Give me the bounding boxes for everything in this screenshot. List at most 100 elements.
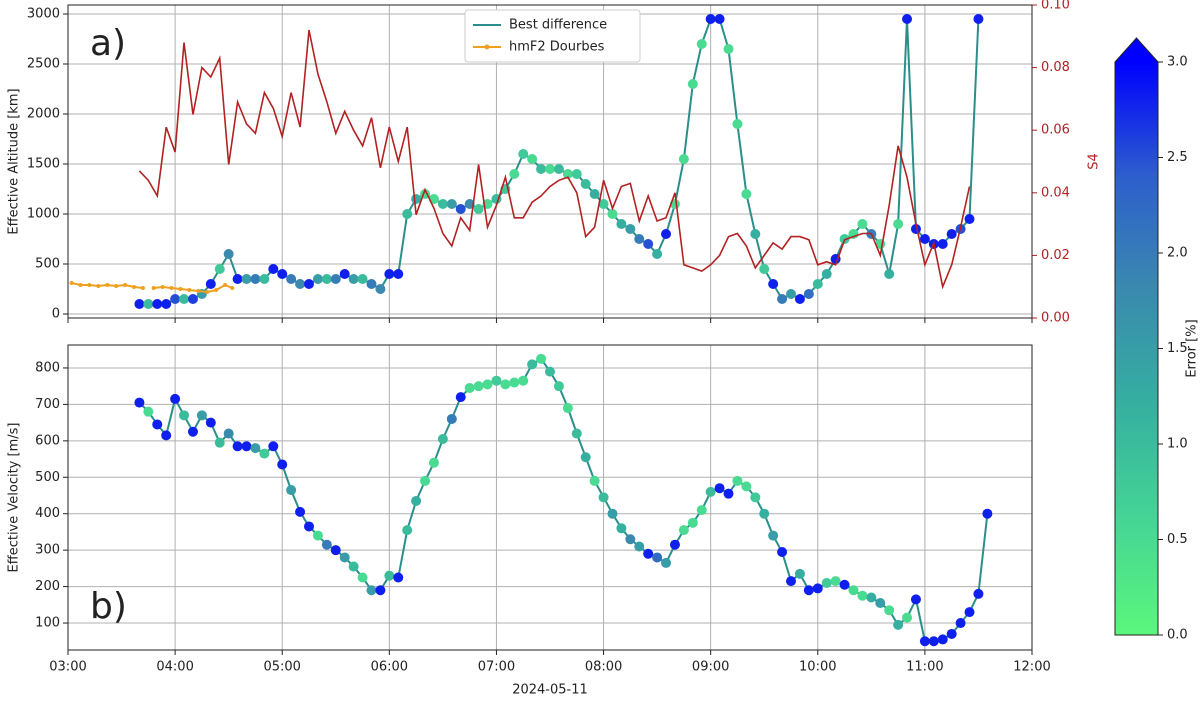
marker (169, 286, 174, 290)
marker (187, 288, 192, 292)
error-point (295, 506, 306, 517)
error-point (687, 79, 698, 89)
error-point (705, 486, 716, 497)
y2-tick-label: 0.00 (1041, 311, 1070, 326)
y-tick-label: 200 (35, 579, 60, 594)
error-point (982, 508, 993, 519)
error-point (884, 605, 895, 616)
error-point (919, 636, 930, 647)
error-point (170, 393, 181, 404)
error-point (750, 229, 761, 239)
x-tick-label: 07:00 (478, 660, 515, 675)
error-point (545, 366, 555, 377)
marker (223, 283, 228, 287)
error-point (464, 382, 475, 393)
error-point (812, 279, 823, 289)
error-point (741, 189, 752, 199)
error-point (509, 377, 520, 388)
error-point (348, 561, 359, 572)
error-point (518, 375, 529, 386)
error-point (277, 269, 288, 279)
error-point (803, 289, 814, 299)
error-point (777, 294, 788, 304)
error-point (678, 154, 689, 164)
marker (114, 284, 119, 288)
error-point (437, 434, 448, 445)
error-point (179, 294, 190, 304)
legend-box (464, 9, 641, 63)
error-point (634, 234, 645, 244)
y2-tick-label: 0.08 (1041, 60, 1070, 75)
y2-tick-label: 0.10 (1041, 0, 1070, 13)
error-point (884, 269, 895, 279)
error-point (598, 492, 609, 503)
error-point (312, 274, 323, 284)
error-point (134, 299, 145, 309)
error-point (143, 299, 154, 309)
error-point (910, 224, 921, 234)
panel: 0 500 1000 1500 2000 2500 3000 Effective Altitu… (7, 0, 1102, 326)
error-point (652, 552, 663, 563)
error-point (304, 521, 314, 532)
y-tick-label: 3000 (27, 7, 60, 22)
legend-label: Best difference (509, 18, 607, 33)
error-point (839, 579, 850, 590)
marker (160, 285, 165, 289)
error-point (482, 379, 493, 390)
error-point (946, 229, 957, 239)
error-point (393, 269, 404, 279)
error-point (232, 441, 243, 452)
error-point (214, 264, 225, 274)
error-point (170, 294, 181, 304)
error-point (768, 279, 779, 289)
error-point (678, 525, 689, 536)
error-point (893, 219, 904, 229)
marker (96, 284, 101, 288)
x-tick-label: 08:00 (585, 660, 622, 675)
error-point (553, 164, 564, 174)
error-point (161, 430, 172, 441)
error-point (196, 410, 207, 421)
marker (230, 286, 235, 290)
y-tick-label: 700 (35, 397, 60, 412)
y-tick-label: 500 (35, 257, 60, 272)
x-tick-label: 10:00 (799, 660, 836, 675)
error-point (830, 576, 841, 587)
error-point (821, 269, 832, 279)
error-point (348, 274, 359, 284)
error-point (821, 577, 832, 588)
error-point (321, 539, 332, 550)
error-point (402, 525, 413, 536)
error-point (803, 585, 814, 596)
marker (69, 281, 74, 285)
y-tick-label: 500 (35, 470, 60, 485)
error-point (562, 169, 573, 179)
error-point (509, 169, 520, 179)
error-point (893, 619, 904, 630)
x-tick-label: 03:00 (49, 660, 86, 675)
error-point (330, 274, 341, 284)
y2-tick-label: 0.04 (1041, 185, 1070, 200)
error-point (937, 239, 948, 249)
error-point (598, 199, 609, 209)
error-point (214, 437, 225, 448)
error-point (571, 428, 582, 439)
y-tick-label: 100 (35, 616, 60, 631)
marker (105, 283, 110, 287)
y2-tick-label: 0.06 (1041, 123, 1070, 138)
error-point (919, 234, 930, 244)
error-point (446, 413, 457, 424)
error-point (553, 381, 564, 392)
error-point (411, 495, 422, 506)
error-point (928, 636, 939, 647)
error-point (973, 588, 984, 599)
y-tick-label: 2000 (27, 107, 60, 122)
error-point (455, 204, 466, 214)
marker (87, 283, 92, 287)
legend-marker (484, 44, 490, 50)
marker (196, 289, 201, 293)
error-point (759, 508, 770, 519)
error-point (428, 457, 439, 468)
error-point (339, 269, 350, 279)
error-point (223, 249, 234, 259)
